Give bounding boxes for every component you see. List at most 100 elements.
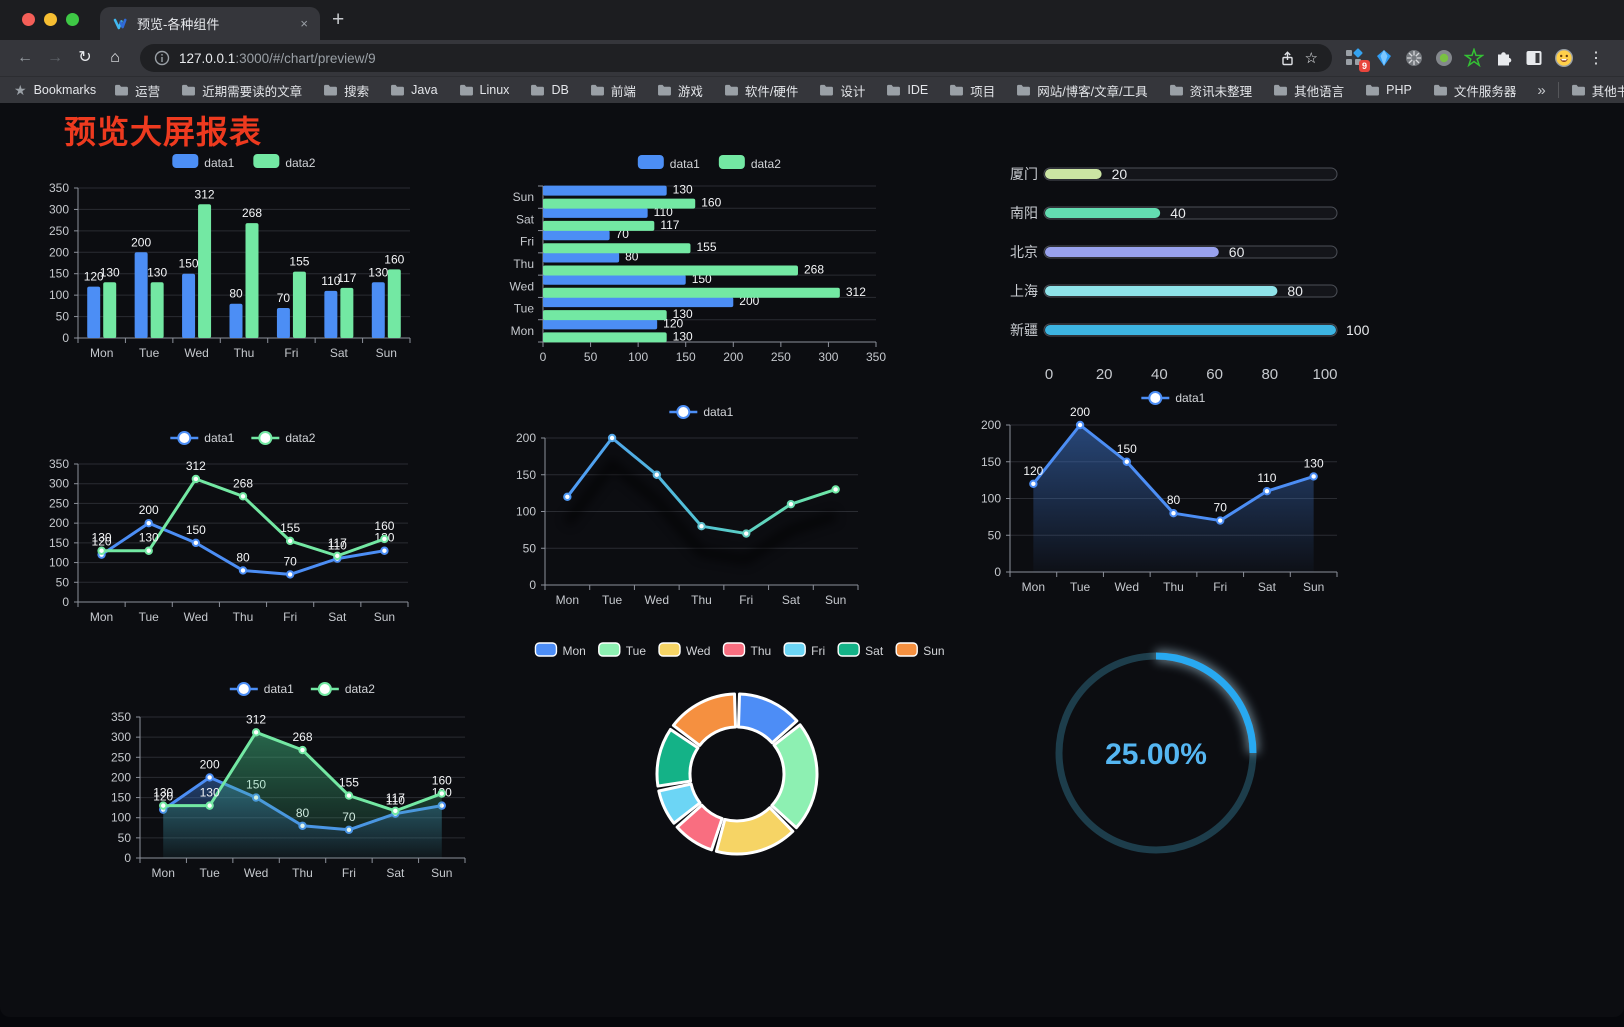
- home-icon[interactable]: ⌂: [110, 49, 120, 66]
- svg-text:0: 0: [1045, 366, 1053, 383]
- chart-horizontal-bar[interactable]: Mon120130Tue200130Wed150312Thu80268Fri70…: [500, 148, 900, 366]
- url-text[interactable]: 127.0.0.1:3000/#/chart/preview/9: [179, 51, 1270, 66]
- svg-text:70: 70: [1214, 501, 1228, 515]
- folder-icon: [1017, 84, 1031, 96]
- bookmark-folder[interactable]: Linux: [459, 83, 509, 97]
- browser-menu-icon[interactable]: ⋮: [1588, 50, 1604, 67]
- extension-grid-icon[interactable]: 9: [1344, 48, 1370, 72]
- tab-close-icon[interactable]: ×: [300, 16, 308, 31]
- bookmark-folder[interactable]: 其他语言: [1273, 81, 1344, 100]
- site-info-icon[interactable]: [154, 50, 170, 66]
- folder-icon: [950, 84, 964, 96]
- svg-text:0: 0: [62, 595, 69, 609]
- svg-text:data2: data2: [751, 157, 781, 171]
- svg-text:厦门: 厦门: [1010, 166, 1038, 182]
- extension-record-icon[interactable]: [1434, 48, 1454, 68]
- chart-legend[interactable]: data1 data2: [637, 155, 781, 171]
- svg-text:100: 100: [981, 492, 1001, 506]
- svg-text:Thu: Thu: [234, 346, 255, 360]
- new-tab-button[interactable]: +: [332, 8, 345, 31]
- svg-text:160: 160: [384, 252, 404, 266]
- svg-text:Tue: Tue: [602, 593, 623, 607]
- chart-legend[interactable]: data1: [1141, 391, 1206, 405]
- chart-donut[interactable]: Mon Tue Wed Thu Fri Sat Sun: [534, 634, 945, 886]
- charts-grid: 0 50 100 150 200 250 300 350 Mon Tue Wed Thu Fri Sat S…: [0, 103, 1624, 1017]
- minimize-window-button[interactable]: [44, 13, 57, 26]
- svg-text:110: 110: [328, 539, 347, 553]
- bookmark-folder[interactable]: 游戏: [657, 81, 703, 100]
- address-bar[interactable]: 127.0.0.1:3000/#/chart/preview/9 ☆: [140, 44, 1332, 72]
- other-bookmarks-folder[interactable]: 其他书签: [1571, 81, 1624, 100]
- browser-tab[interactable]: 预览-各种组件 ×: [100, 7, 320, 40]
- svg-text:Wed: Wed: [1115, 580, 1139, 594]
- extension-sidebar-icon[interactable]: [1524, 48, 1544, 68]
- chart-area-dual[interactable]: 0 50 100 150 200 250 300 350 Mon Tue Wed Thu Fri Sat S…: [100, 672, 500, 890]
- forward-icon[interactable]: →: [47, 49, 63, 66]
- chart-legend[interactable]: data1 data2: [229, 682, 375, 696]
- bookmark-folder[interactable]: 搜索: [323, 81, 369, 100]
- profile-avatar[interactable]: [1554, 48, 1574, 68]
- chart-legend[interactable]: Mon Tue Wed Thu Fri Sat Sun: [534, 642, 945, 658]
- svg-text:200: 200: [1070, 405, 1090, 419]
- chart-gauge[interactable]: 25.00%: [1040, 636, 1280, 872]
- folder-icon: [590, 84, 604, 96]
- svg-text:350: 350: [49, 181, 69, 195]
- bookmark-folder[interactable]: 软件/硬件: [724, 81, 798, 100]
- chart-legend[interactable]: data1 data2: [170, 431, 316, 445]
- chart-grouped-bar[interactable]: 0 50 100 150 200 250 300 350 Mon Tue Wed Thu Fri Sat S…: [38, 148, 458, 362]
- chart-progress-bars[interactable]: 厦门 20 南阳 40 北京 60 上海 80 新疆 100 0 20 40 60 80 100: [990, 150, 1370, 390]
- back-icon[interactable]: ←: [17, 49, 33, 66]
- svg-text:Mon: Mon: [90, 610, 113, 624]
- svg-text:120: 120: [84, 270, 104, 284]
- svg-text:200: 200: [111, 770, 131, 784]
- bookmark-folder[interactable]: 近期需要读的文章: [181, 81, 302, 100]
- svg-text:Tue: Tue: [139, 610, 160, 624]
- chart-legend[interactable]: data1 data2: [172, 154, 316, 170]
- svg-text:130: 130: [200, 786, 220, 800]
- chart-area-single[interactable]: 0 50 100 150 200 Mon Tue Wed Thu Fri Sat Sun 120 200 1…: [975, 386, 1375, 598]
- bookmark-star-icon[interactable]: ☆: [1304, 50, 1318, 67]
- svg-text:Wed: Wed: [686, 644, 710, 658]
- svg-text:Fri: Fri: [1213, 580, 1227, 594]
- close-window-button[interactable]: [22, 13, 35, 26]
- bookmarks-overflow-icon[interactable]: »: [1537, 81, 1546, 99]
- bookmark-folder[interactable]: IDE: [886, 83, 928, 97]
- extension-puzzle-icon[interactable]: [1494, 48, 1514, 68]
- svg-text:Wed: Wed: [510, 279, 534, 293]
- share-icon[interactable]: [1279, 50, 1296, 67]
- chart-legend[interactable]: data1: [669, 405, 734, 419]
- reload-icon[interactable]: ↻: [78, 49, 92, 66]
- svg-text:Sun: Sun: [513, 190, 534, 204]
- svg-text:80: 80: [1287, 283, 1303, 299]
- bookmark-folder[interactable]: DB: [530, 83, 569, 97]
- svg-text:150: 150: [49, 536, 69, 550]
- bookmark-folder[interactable]: PHP: [1365, 83, 1412, 97]
- bookmark-folder[interactable]: 网站/博客/文章/工具: [1016, 81, 1148, 100]
- svg-text:Thu: Thu: [233, 610, 254, 624]
- bookmark-folder[interactable]: 前端: [590, 81, 636, 100]
- extension-wheel-icon[interactable]: [1404, 48, 1424, 68]
- svg-text:Mon: Mon: [1022, 580, 1045, 594]
- svg-text:data1: data1: [670, 157, 700, 171]
- svg-text:155: 155: [696, 240, 716, 254]
- bookmark-folder[interactable]: 资讯未整理: [1169, 81, 1252, 100]
- maximize-window-button[interactable]: [66, 13, 79, 26]
- bookmark-folder[interactable]: 项目: [949, 81, 995, 100]
- bookmark-folder[interactable]: 设计: [819, 81, 865, 100]
- svg-text:312: 312: [846, 285, 866, 299]
- bookmark-folder[interactable]: 运营: [114, 81, 160, 100]
- svg-text:130: 130: [147, 265, 167, 279]
- extension-gem-icon[interactable]: [1374, 48, 1394, 68]
- bookmark-folder[interactable]: 文件服务器: [1433, 81, 1516, 100]
- svg-text:Fri: Fri: [284, 346, 298, 360]
- chart-line-gradient[interactable]: 0 50 100 150 200 Mon Tue Wed Thu Fri Sat Sun data1: [505, 398, 905, 610]
- folder-icon: [1366, 84, 1380, 96]
- bookmark-folder[interactable]: Java: [390, 83, 438, 97]
- svg-text:250: 250: [771, 350, 791, 364]
- chart-line-dual[interactable]: 0 50 100 150 200 250 300 350 Mon Tue Wed Thu Fri Sat S…: [38, 422, 458, 640]
- svg-text:130: 130: [673, 307, 693, 321]
- extension-star-icon[interactable]: [1463, 47, 1485, 68]
- svg-text:100: 100: [49, 556, 69, 570]
- folder-icon: [1274, 84, 1288, 96]
- svg-text:60: 60: [1229, 244, 1245, 260]
